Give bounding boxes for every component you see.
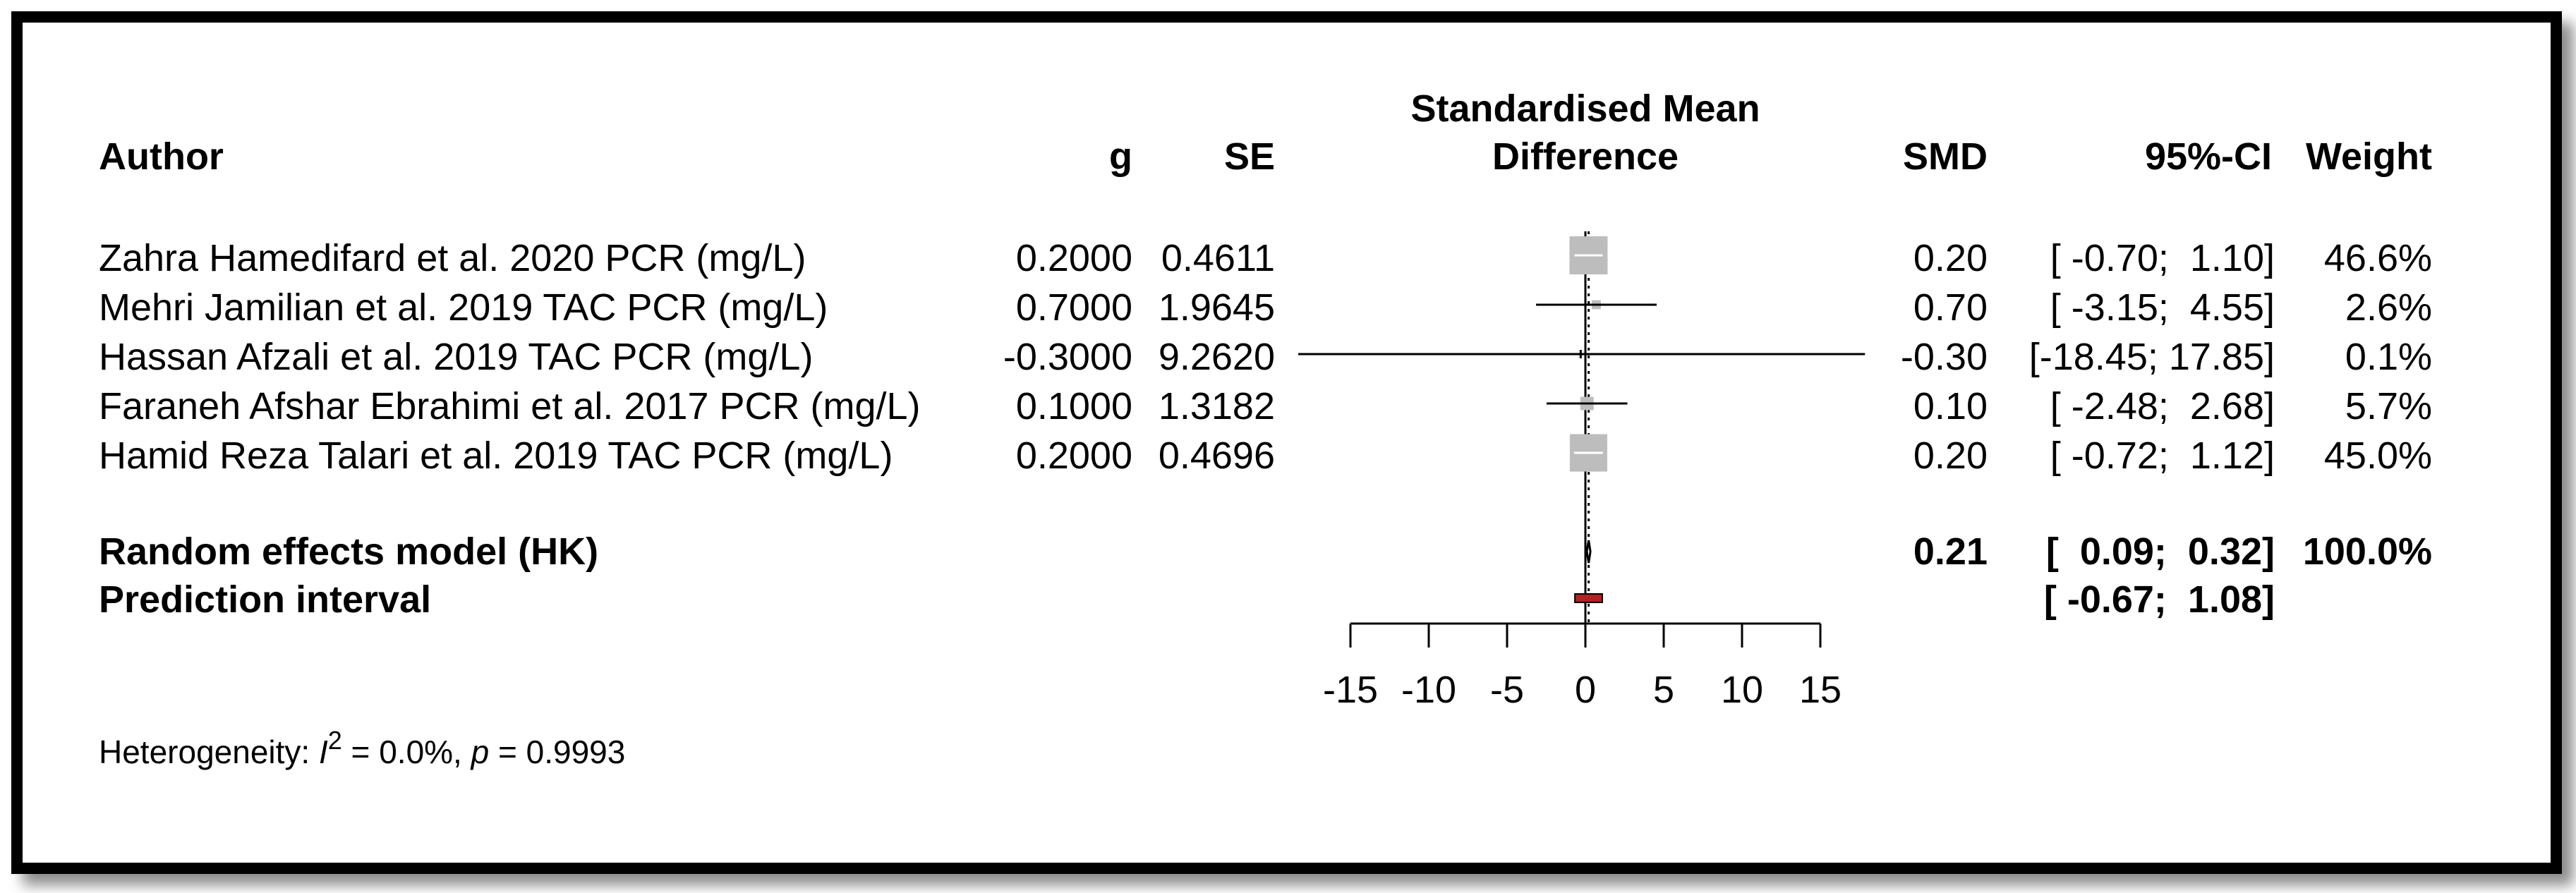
plot-header-line-2: Difference [1492, 135, 1679, 178]
plot-header-line-1: Standardised Mean [1410, 87, 1760, 130]
pooled-diamond [1585, 540, 1592, 564]
study-ci: [ -2.48; 2.68] [2050, 385, 2275, 427]
study-se: 1.3182 [1159, 385, 1275, 427]
study-ci: [ -0.70; 1.10] [2050, 237, 2275, 279]
study-smd: 0.20 [1913, 435, 1988, 477]
study-weight: 45.0% [2324, 435, 2432, 477]
study-author: Hamid Reza Talari et al. 2019 TAC PCR (m… [99, 435, 893, 477]
heterogeneity-prefix: Heterogeneity: [99, 734, 319, 770]
x-axis-tick-label: 5 [1653, 669, 1674, 711]
study-row-3: Hassan Afzali et al. 2019 TAC PCR (mg/L)… [99, 336, 2432, 378]
i-squared-value: = 0.0%, [342, 734, 471, 770]
study-se: 1.9645 [1159, 286, 1275, 329]
study-g: 0.2000 [1016, 435, 1132, 477]
study-row-2: Mehri Jamilian et al. 2019 TAC PCR (mg/L… [99, 286, 2432, 329]
study-row-1: Zahra Hamedifard et al. 2020 PCR (mg/L) … [99, 237, 2432, 279]
smd-header: SMD [1903, 135, 1988, 178]
prediction-ci: [ -0.67; 1.08] [2044, 578, 2275, 621]
plot-area: -15 -10 -5 0 5 10 15 [1298, 231, 1866, 711]
pooled-ci: [ 0.09; 0.32] [2046, 530, 2275, 573]
study-g: 0.2000 [1016, 237, 1132, 279]
author-header: Author [99, 135, 224, 178]
study-author: Mehri Jamilian et al. 2019 TAC PCR (mg/L… [99, 286, 828, 329]
prediction-label: Prediction interval [99, 578, 431, 621]
figure-frame [11, 11, 2562, 874]
prediction-interval-bar [1574, 593, 1603, 603]
study-author: Zahra Hamedifard et al. 2020 PCR (mg/L) [99, 237, 806, 279]
study-smd: 0.70 [1913, 286, 1988, 329]
study-se: 0.4696 [1159, 435, 1275, 477]
study-smd: 0.10 [1913, 385, 1988, 427]
pooled-weight: 100.0% [2303, 530, 2432, 573]
x-axis-tick-label: -10 [1401, 669, 1456, 711]
se-header: SE [1224, 135, 1275, 178]
x-axis-tick-label: -5 [1490, 669, 1524, 711]
study-smd: 0.20 [1913, 237, 1988, 279]
p-symbol: p [470, 734, 490, 770]
study-row-4: Faraneh Afshar Ebrahimi et al. 2017 PCR … [99, 385, 2432, 427]
study-se: 0.4611 [1161, 237, 1275, 279]
study-weight: 2.6% [2345, 286, 2432, 329]
study-smd: -0.30 [1901, 336, 1988, 378]
study-author: Faraneh Afshar Ebrahimi et al. 2017 PCR … [99, 385, 921, 427]
study-g: 0.7000 [1016, 286, 1132, 329]
ci-header: 95%-CI [2145, 135, 2272, 178]
x-axis-tick-label: 0 [1575, 669, 1596, 711]
study-row-5: Hamid Reza Talari et al. 2019 TAC PCR (m… [99, 435, 2432, 477]
study-g: -0.3000 [1003, 336, 1132, 378]
pooled-smd: 0.21 [1913, 530, 1988, 573]
pooled-row: Random effects model (HK) 0.21 [ 0.09; 0… [99, 530, 2432, 573]
p-value: = 0.9993 [489, 734, 625, 770]
study-weight: 46.6% [2324, 237, 2432, 279]
study-author: Hassan Afzali et al. 2019 TAC PCR (mg/L) [99, 336, 813, 378]
study-ci: [-18.45; 17.85] [2029, 336, 2275, 378]
study-weight: 5.7% [2345, 385, 2432, 427]
study-weight: 0.1% [2345, 336, 2432, 378]
study-g: 0.1000 [1016, 385, 1132, 427]
i-squared-symbol: I [319, 734, 328, 770]
study-ci: [ -3.15; 4.55] [2050, 286, 2275, 329]
pooled-label: Random effects model (HK) [99, 530, 598, 573]
i-squared-exponent: 2 [328, 726, 342, 755]
study-ci: [ -0.72; 1.12] [2050, 435, 2275, 477]
x-axis-tick-label: 10 [1721, 669, 1763, 711]
prediction-row: Prediction interval [ -0.67; 1.08] [99, 578, 2275, 621]
heterogeneity-text: Heterogeneity: I2 = 0.0%, p = 0.9993 [99, 726, 625, 770]
weight-header: Weight [2306, 135, 2432, 178]
g-header: g [1109, 135, 1132, 178]
x-axis-tick-label: 15 [1799, 669, 1842, 711]
study-se: 9.2620 [1159, 336, 1275, 378]
x-axis-tick-label: -15 [1323, 669, 1378, 711]
